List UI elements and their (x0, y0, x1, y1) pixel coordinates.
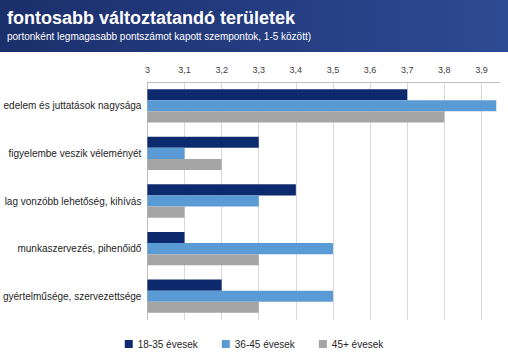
svg-text:3,6: 3,6 (364, 65, 377, 75)
svg-text:3,4: 3,4 (290, 65, 303, 75)
svg-text:portonként legmagasabb pontszá: portonként legmagasabb pontszámot kapott… (7, 31, 311, 42)
svg-text:figyelembe veszik véleményét: figyelembe veszik véleményét (9, 148, 142, 159)
svg-text:3,5: 3,5 (327, 65, 340, 75)
svg-text:3,8: 3,8 (438, 65, 451, 75)
svg-text:3,9: 3,9 (475, 65, 488, 75)
svg-text:gyértelműsége, szervezettsége: gyértelműsége, szervezettsége (3, 291, 142, 302)
svg-text:edelem és juttatások nagysága: edelem és juttatások nagysága (4, 100, 142, 111)
svg-text:fontosabb változtatandó terüle: fontosabb változtatandó területek (7, 8, 296, 28)
svg-text:munkaszervezés, pihenőidő: munkaszervezés, pihenőidő (17, 243, 141, 254)
svg-text:3: 3 (145, 65, 150, 75)
svg-text:3,3: 3,3 (252, 65, 265, 75)
svg-text:lag vonzóbb lehetőség, kihívás: lag vonzóbb lehetőség, kihívás (5, 196, 142, 207)
svg-text:45+ évesek: 45+ évesek (332, 339, 384, 350)
svg-text:36-45 évesek: 36-45 évesek (235, 339, 296, 350)
svg-text:3,7: 3,7 (401, 65, 414, 75)
svg-text:3,2: 3,2 (215, 65, 228, 75)
svg-text:3,1: 3,1 (178, 65, 191, 75)
svg-text:18-35 évesek: 18-35 évesek (138, 339, 199, 350)
